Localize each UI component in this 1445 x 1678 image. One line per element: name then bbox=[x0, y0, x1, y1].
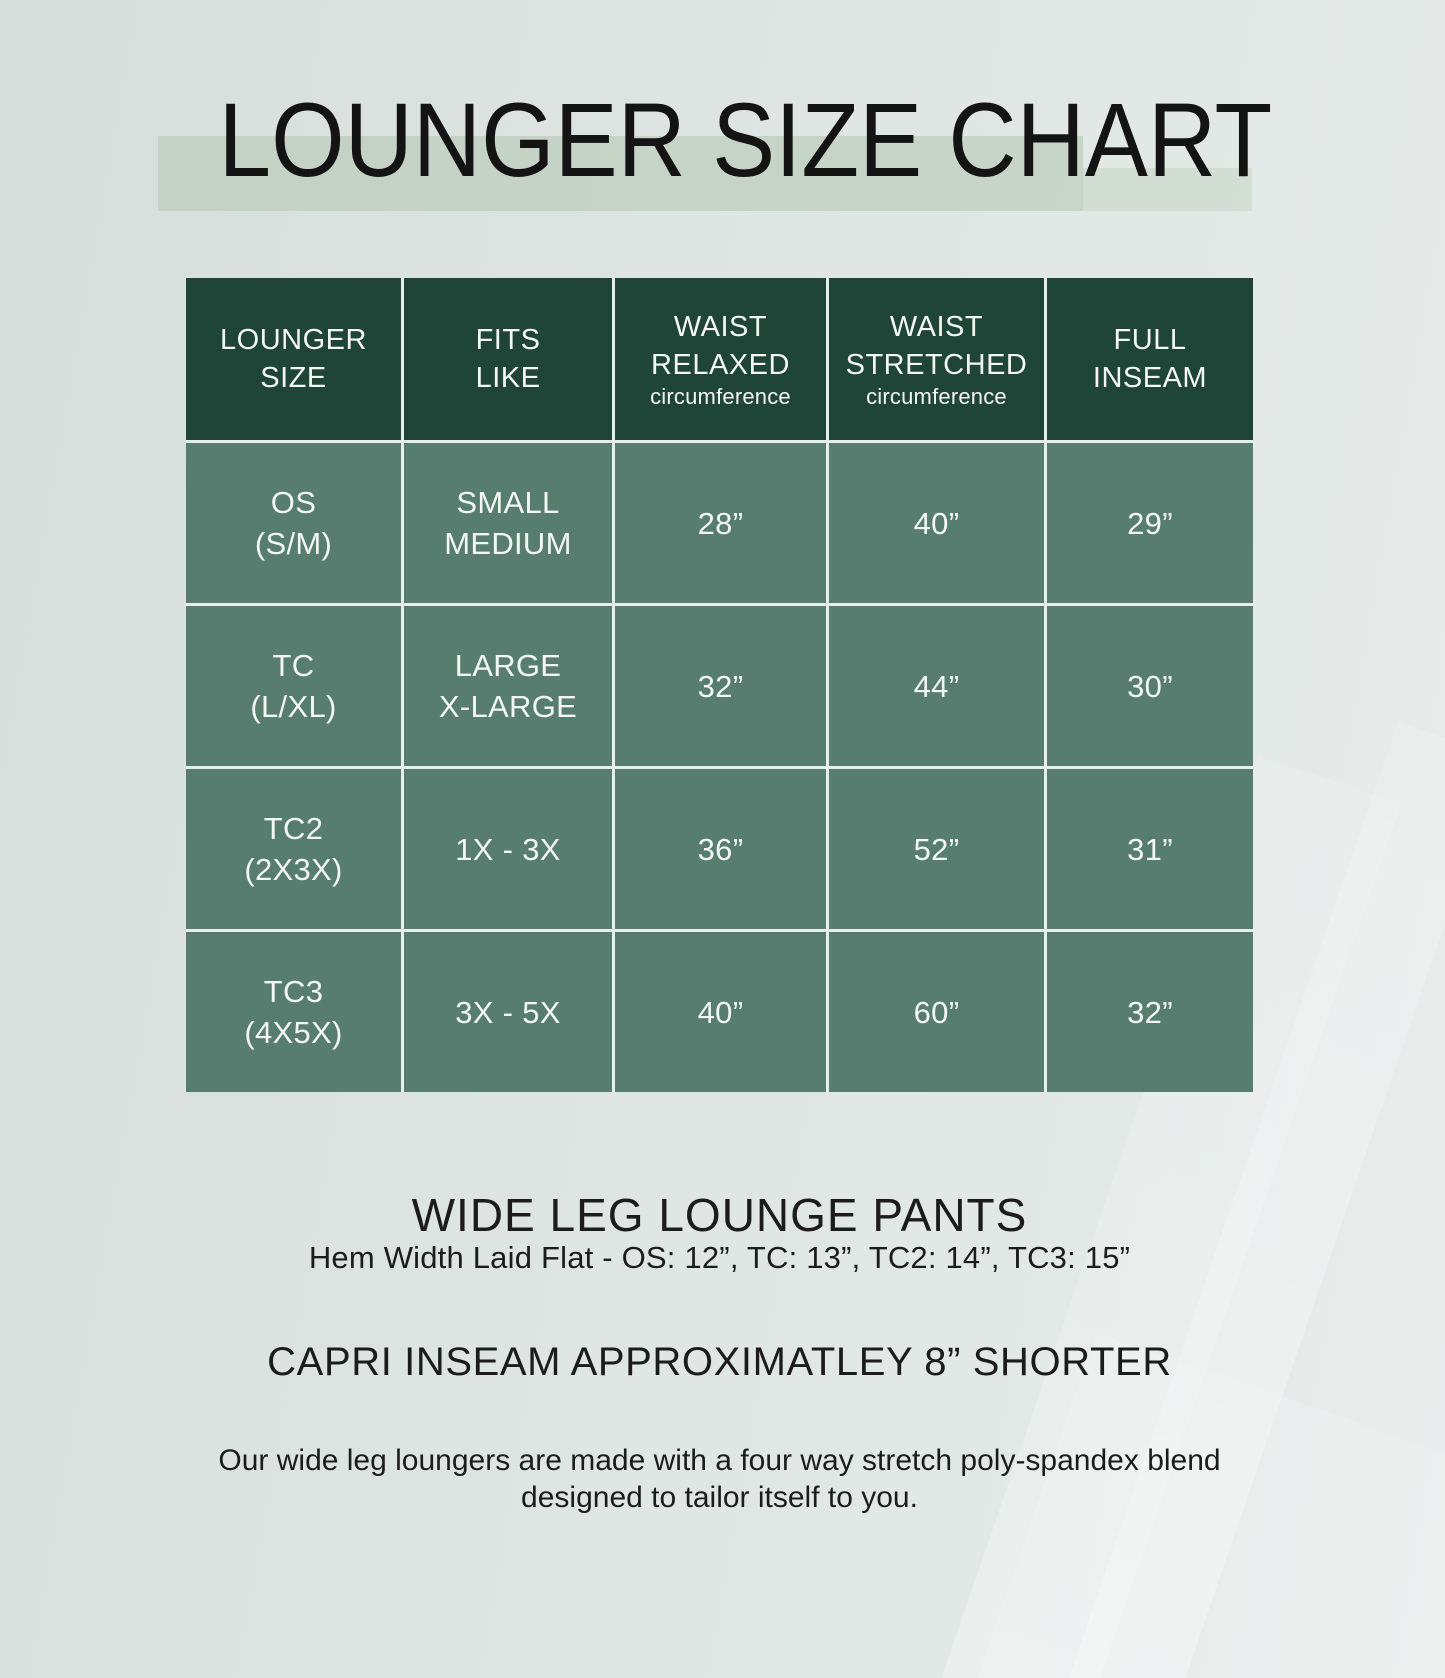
header-line: FITS bbox=[475, 324, 541, 356]
cell-text: 28” bbox=[697, 505, 744, 541]
cell-text: SMALL bbox=[456, 485, 560, 520]
header-line: LOUNGER bbox=[220, 324, 367, 356]
cell-text: 40” bbox=[913, 505, 960, 541]
cell-waist-relaxed-tc: 32” bbox=[615, 606, 826, 766]
header-subline: circumference bbox=[650, 384, 791, 409]
cell-waist-stretched-tc2: 52” bbox=[829, 769, 1044, 929]
cell-text: 30” bbox=[1127, 668, 1173, 704]
cell-fits-tc3: 3X - 5X bbox=[404, 932, 612, 1092]
cell-waist-stretched-tc: 44” bbox=[829, 606, 1044, 766]
fabric-description-line1: Our wide leg loungers are made with a fo… bbox=[218, 1444, 1221, 1477]
cell-fits-tc: LARGE X-LARGE bbox=[404, 606, 612, 766]
header-subline: circumference bbox=[866, 384, 1007, 409]
cell-text: OS bbox=[270, 485, 317, 520]
page-title: LOUNGER SIZE CHART bbox=[218, 82, 1273, 199]
fabric-description-line2: designed to tailor itself to you. bbox=[521, 1481, 918, 1514]
cell-text: (4X5X) bbox=[244, 1015, 343, 1050]
cell-text: TC bbox=[272, 648, 315, 683]
cell-inseam-tc2: 31” bbox=[1047, 769, 1253, 929]
cell-text: 3X - 5X bbox=[455, 994, 561, 1030]
cell-size-os: OS (S/M) bbox=[186, 443, 401, 603]
cell-text: MEDIUM bbox=[444, 526, 572, 561]
cell-text: 1X - 3X bbox=[455, 831, 561, 867]
col-header-waist-relaxed: WAIST RELAXED circumference bbox=[615, 278, 826, 440]
title-highlight-bar bbox=[158, 136, 1083, 211]
header-line: STRETCHED bbox=[845, 349, 1028, 381]
col-header-fits-like: FITS LIKE bbox=[404, 278, 612, 440]
fabric-description: Our wide leg loungers are made with a fo… bbox=[186, 1442, 1253, 1516]
cell-text: TC2 bbox=[263, 811, 324, 846]
cell-text: 44” bbox=[913, 668, 960, 704]
title-highlight-bar-extension bbox=[1083, 168, 1252, 211]
header-line: LIKE bbox=[475, 362, 541, 394]
cell-inseam-tc: 30” bbox=[1047, 606, 1253, 766]
size-chart-table: LOUNGER SIZE FITS LIKE WAIST RELAXED cir… bbox=[186, 278, 1253, 1092]
cell-inseam-os: 29” bbox=[1047, 443, 1253, 603]
page-title-wrap: LOUNGER SIZE CHART bbox=[160, 88, 1273, 193]
cell-text: 32” bbox=[697, 668, 744, 704]
cell-size-tc2: TC2 (2X3X) bbox=[186, 769, 401, 929]
cell-fits-tc2: 1X - 3X bbox=[404, 769, 612, 929]
cell-fits-os: SMALL MEDIUM bbox=[404, 443, 612, 603]
cell-waist-relaxed-tc2: 36” bbox=[615, 769, 826, 929]
cell-inseam-tc3: 32” bbox=[1047, 932, 1253, 1092]
cell-text: 31” bbox=[1127, 831, 1173, 867]
header-line: WAIST bbox=[889, 311, 984, 343]
wide-leg-heading: WIDE LEG LOUNGE PANTS bbox=[411, 1189, 1028, 1241]
cell-text: 29” bbox=[1127, 505, 1173, 541]
cell-waist-stretched-os: 40” bbox=[829, 443, 1044, 603]
cell-text: LARGE bbox=[454, 648, 562, 683]
col-header-full-inseam: FULL INSEAM bbox=[1047, 278, 1253, 440]
cell-text: (L/XL) bbox=[250, 689, 337, 724]
header-line: INSEAM bbox=[1092, 362, 1208, 394]
cell-size-tc3: TC3 (4X5X) bbox=[186, 932, 401, 1092]
cell-waist-relaxed-os: 28” bbox=[615, 443, 826, 603]
cell-text: X-LARGE bbox=[438, 689, 578, 724]
cell-text: TC3 bbox=[263, 974, 324, 1009]
capri-inseam-heading: CAPRI INSEAM APPROXIMATLEY 8” SHORTER bbox=[267, 1340, 1172, 1384]
cell-waist-stretched-tc3: 60” bbox=[829, 932, 1044, 1092]
cell-text: 52” bbox=[913, 831, 960, 867]
header-line: RELAXED bbox=[651, 349, 790, 381]
cell-text: 60” bbox=[913, 994, 960, 1030]
cell-text: (S/M) bbox=[254, 526, 333, 561]
cell-text: (2X3X) bbox=[244, 852, 343, 887]
cell-text: 40” bbox=[697, 994, 744, 1030]
cell-waist-relaxed-tc3: 40” bbox=[615, 932, 826, 1092]
header-line: FULL bbox=[1113, 324, 1187, 356]
cell-size-tc: TC (L/XL) bbox=[186, 606, 401, 766]
col-header-waist-stretched: WAIST STRETCHED circumference bbox=[829, 278, 1044, 440]
header-line: SIZE bbox=[260, 362, 327, 394]
hem-width-note: Hem Width Laid Flat - OS: 12”, TC: 13”, … bbox=[308, 1240, 1131, 1275]
cell-text: 36” bbox=[697, 831, 744, 867]
col-header-lounger-size: LOUNGER SIZE bbox=[186, 278, 401, 440]
header-line: WAIST bbox=[673, 311, 768, 343]
cell-text: 32” bbox=[1127, 994, 1173, 1030]
